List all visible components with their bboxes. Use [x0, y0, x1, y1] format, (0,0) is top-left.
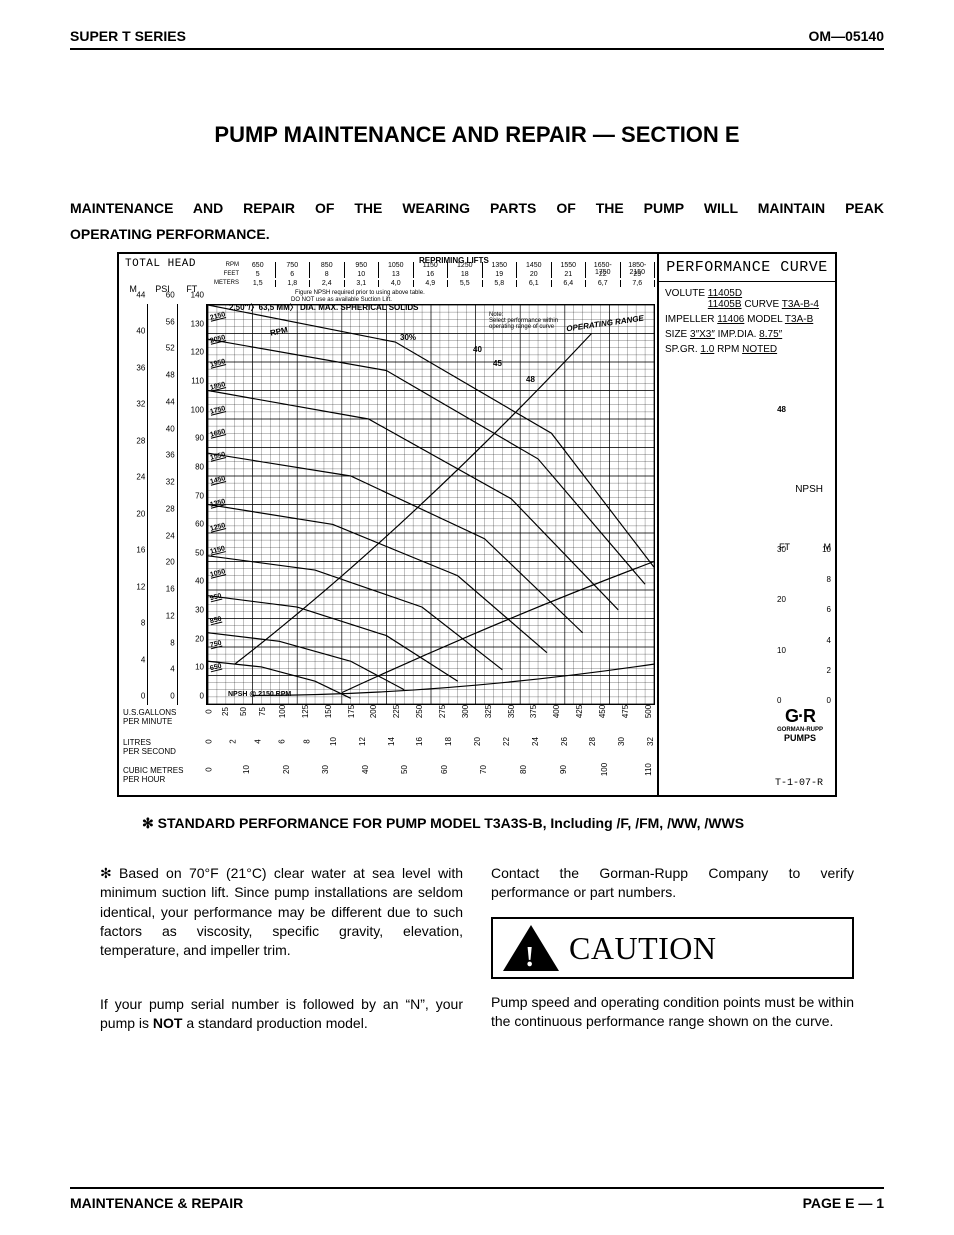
caution-box: CAUTION	[491, 917, 854, 979]
right-spec-panel: PERFORMANCE CURVE VOLUTE 11405D VOLUTE 1…	[657, 254, 835, 795]
intro-line-2: OPERATING PERFORMANCE.	[70, 226, 884, 242]
perf-curve-title: PERFORMANCE CURVE	[659, 254, 835, 282]
eff-48a: 48	[526, 375, 535, 384]
y-axis-block: M 048121620242832364044 PSI 048121620242…	[119, 304, 207, 705]
bottom-footer: MAINTENANCE & REPAIR PAGE E — 1	[70, 1187, 884, 1211]
caution-icon	[503, 925, 559, 971]
right-p2: Pump speed and operating condition point…	[491, 993, 854, 1032]
y-col-m: M 048121620242832364044	[119, 304, 148, 705]
eff-45: 45	[493, 359, 502, 368]
left-p2: If your pump serial number is followed b…	[100, 995, 463, 1034]
standard-performance-note: ✻ STANDARD PERFORMANCE FOR PUMP MODEL T3…	[142, 815, 854, 832]
y-col-ft: FT 0102030405060708090100110120130140	[178, 304, 206, 705]
footer-right: PAGE E — 1	[803, 1195, 884, 1211]
meters-header-row: METERS 1,5 1,8 2,4 3,1 4,0 4,9 5,5 5,8 6…	[207, 280, 655, 287]
npsh-label: NPSH	[795, 484, 823, 495]
logo-gr: G·R	[777, 706, 823, 727]
footer-left: MAINTENANCE & REPAIR	[70, 1195, 243, 1211]
eff-30: 30%	[400, 333, 416, 342]
body-columns: ✻ Based on 70°F (21°C) clear water at se…	[100, 850, 854, 1047]
logo-block: G·R GORMAN-RUPP PUMPS	[777, 706, 823, 743]
caution-word: CAUTION	[569, 926, 716, 970]
chart-svg	[208, 305, 654, 704]
header-right: OM—05140	[809, 28, 884, 44]
x-axis-block: U.S.GALLONS PER MINUTE 02550751001251501…	[119, 705, 655, 795]
intro-line-1: MAINTENANCE AND REPAIR OF THE WEARING PA…	[70, 200, 884, 216]
col-left: ✻ Based on 70°F (21°C) clear water at se…	[100, 850, 463, 1047]
left-p1: ✻ Based on 70°F (21°C) clear water at se…	[100, 864, 463, 961]
right-p1: Contact the Gorman-Rupp Company to verif…	[491, 864, 854, 903]
spec-rows: VOLUTE 11405D VOLUTE 11405B CURVE T3A-B-…	[659, 282, 835, 361]
section-title: PUMP MAINTENANCE AND REPAIR — SECTION E	[70, 122, 884, 148]
col-right: Contact the Gorman-Rupp Company to verif…	[491, 850, 854, 1047]
page: SUPER T SERIES OM—05140 PUMP MAINTENANCE…	[0, 0, 954, 1235]
chart-plot-area: 6507508509501050115012501350145015501650…	[207, 304, 655, 705]
note-figure: Figure NPSH required prior to using abov…	[295, 290, 425, 296]
feet-header-row: FEET 5 6 8 10 13 16 18 19 20 21 22 25	[207, 271, 655, 278]
npsh-axis: FT M 0102030 0246810	[771, 554, 831, 705]
npsh-at-rpm: NPSH @ 2150 RPM	[228, 691, 291, 698]
rev-id: T-1-07-R	[775, 778, 823, 789]
total-head-label: TOTAL HEAD	[125, 258, 196, 270]
top-header: SUPER T SERIES OM—05140	[70, 28, 884, 50]
eff-40: 40	[473, 345, 482, 354]
logo-pumps: PUMPS	[777, 733, 823, 743]
header-left: SUPER T SERIES	[70, 28, 186, 44]
performance-chart: TOTAL HEAD REPRIMING LIFTS RPM 650 750 8…	[117, 252, 837, 797]
y-col-psi: PSI 04812162024283236404448525660	[148, 304, 177, 705]
